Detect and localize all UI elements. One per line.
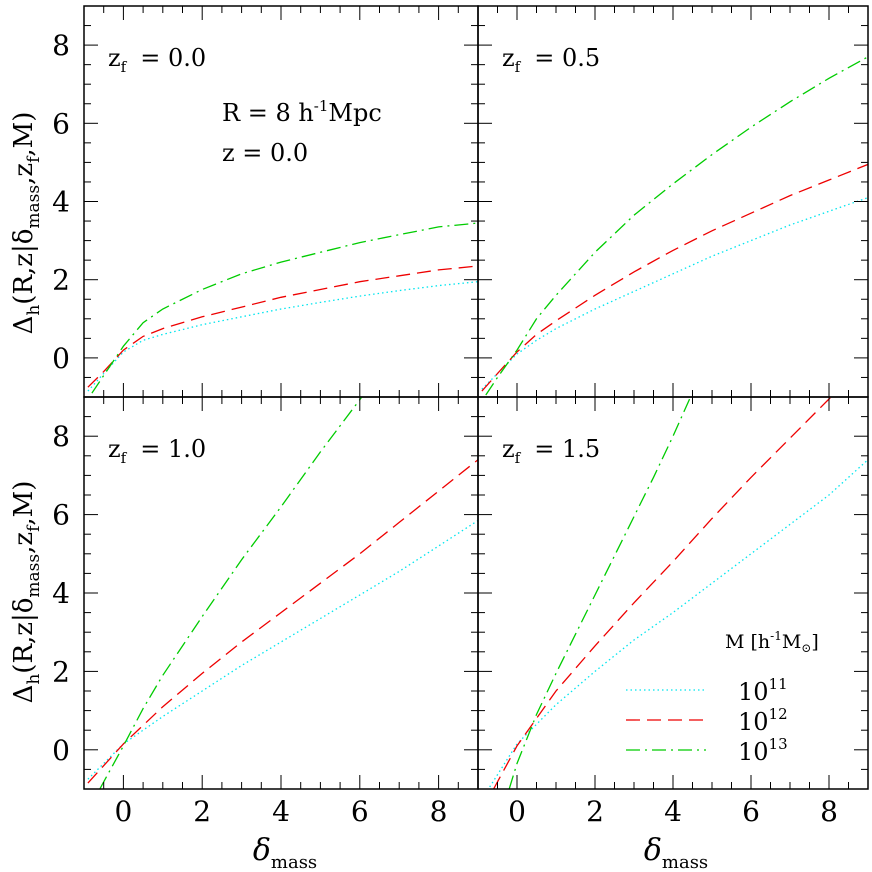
x-tick-label: 0 [508,795,526,828]
y-tick-label: 6 [52,499,70,532]
series-line-3 [91,222,478,394]
series-line-2 [493,397,832,789]
ticks [83,396,479,790]
y-tick-label: 2 [52,264,70,297]
series-group [489,397,868,789]
x-tick-label: 4 [272,795,290,828]
x-tick-label: 2 [586,795,604,828]
y-tick-label: 0 [52,342,70,375]
y-tick-label: 2 [52,655,70,688]
y-tick-label: 4 [52,186,70,219]
legend-label: 1011 [738,675,788,706]
ticks [83,5,479,398]
x-tick-label: 2 [193,795,211,828]
legend-label: 1013 [738,735,788,766]
panels: 0 2 4 6 8 zf = 0.0 zf = 0.5 0 2 4 6 8 0 2 4 6 8 zf = 1.0 0 2 4 6… [52,5,869,828]
y-tick-label: 0 [52,734,70,767]
series-line-1 [481,196,868,390]
y-axis-label-bottom: Δh(R,z|δmass,zf,M) [9,481,44,704]
panel-label: zf = 0.0 [108,44,206,76]
series-line-1 [87,519,478,780]
panel-1: 0 2 4 6 8 zf = 0.0 [52,5,479,398]
series-line-1 [489,459,868,788]
panel-2: zf = 0.5 [477,5,869,398]
x-tick-label: 0 [114,795,132,828]
x-axis-label-right: δmass [644,833,708,872]
x-tick-label: 8 [820,795,838,828]
ticks [477,396,869,790]
series-group [87,222,478,394]
panel-4: 0 2 4 6 8 zf = 1.5 [477,396,869,828]
series-line-3 [99,397,363,789]
annotation-radius: R = 8 h-1Mpc [222,97,382,127]
series-group [87,397,478,789]
x-tick-label: 6 [351,795,369,828]
series-line-1 [87,281,478,392]
series-line-3 [485,56,868,396]
x-tick-label: 4 [664,795,682,828]
annotation-redshift: z = 0.0 [222,139,308,167]
series-line-2 [481,163,868,392]
y-axis-label-top: Δh(R,z|δmass,zf,M) [9,112,44,335]
legend-title: M [h-1M⊙] [725,629,819,655]
x-tick-label: 8 [430,795,448,828]
panel-label: zf = 0.5 [502,44,600,76]
series-line-3 [508,397,692,789]
series-line-2 [87,459,478,784]
y-tick-label: 4 [52,577,70,610]
series-line-2 [87,265,478,388]
legend-label: 1012 [738,705,788,736]
panel-label: zf = 1.5 [502,435,600,467]
ticks [477,5,869,398]
x-tick-label: 6 [742,795,760,828]
y-tick-label: 6 [52,107,70,140]
panel-3: 0 2 4 6 8 0 2 4 6 8 zf = 1.0 [52,396,479,828]
y-tick-label: 8 [52,29,70,62]
svg-text:Δh(R,z|δmass,zf,M): Δh(R,z|δmass,zf,M) [9,481,44,704]
y-tick-label: 8 [52,420,70,453]
series-group [481,56,868,396]
panel-label: zf = 1.0 [108,435,206,467]
svg-text:Δh(R,z|δmass,zf,M): Δh(R,z|δmass,zf,M) [9,112,44,335]
x-axis-label-left: δmass [253,833,317,872]
